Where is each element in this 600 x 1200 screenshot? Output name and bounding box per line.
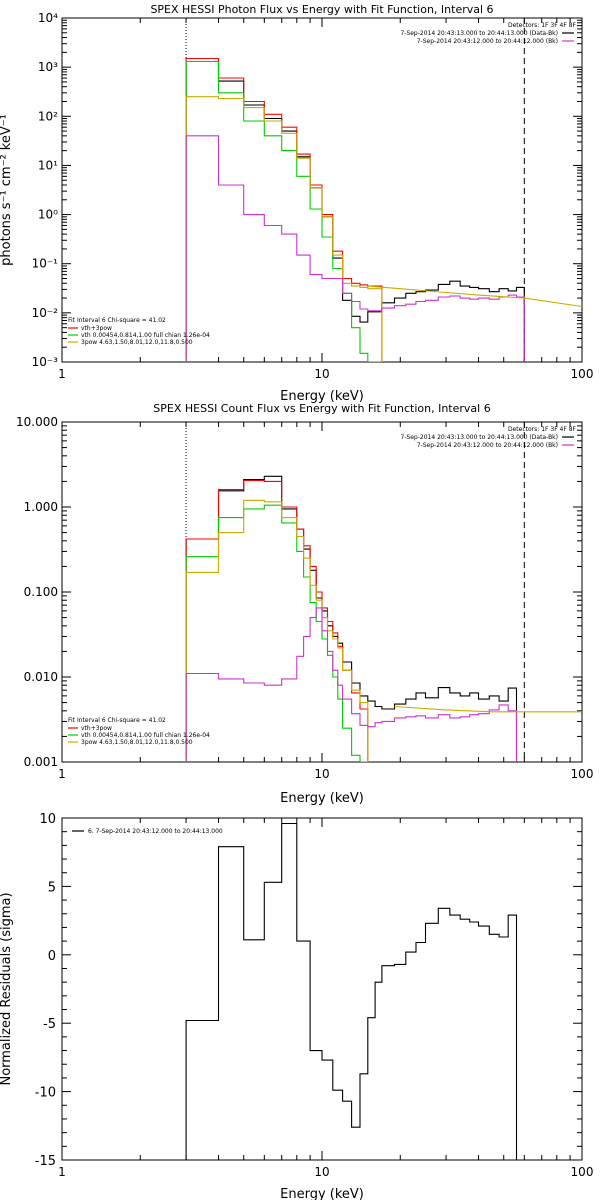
y-axis-label: Normalized Residuals (sigma) [0, 892, 14, 1085]
data-layer [185, 422, 582, 762]
series-bk [185, 607, 518, 762]
x-tick-label: 1 [58, 1165, 66, 1179]
y-tick-label: 10⁴ [38, 11, 58, 25]
chart-panel-3: 1 10 100 Energy (keV) -15 -10 -5 0 5 10 Normalized… [0, 812, 593, 1200]
data-layer [185, 18, 582, 362]
legend-label: 7-Sep-2014 20:43:13.000 to 20:44:13.000 … [400, 434, 558, 441]
series-3pow [185, 96, 383, 362]
y-tick-label: 10⁻³ [32, 355, 59, 369]
y-tick-label: 10³ [38, 60, 58, 74]
series-vth-3pow [185, 479, 369, 762]
fit-legend-label: 3pow 4.63,1.50,8.01,12.0,11.8,0.500 [81, 339, 193, 346]
series-3pow [185, 499, 369, 762]
x-tick-label: 100 [571, 367, 594, 381]
x-axis-label: Energy (keV) [280, 389, 364, 404]
x-axis-label: Energy (keV) [280, 1187, 364, 1200]
data-layer [185, 822, 525, 1160]
series-vth [185, 504, 368, 762]
y-tick-label: 5 [48, 880, 56, 895]
legend-header: Detectors: 1F 3F 4F 8F [508, 22, 577, 29]
series-vth [185, 60, 382, 362]
fit-legend-header: Fit Interval 6 Chi-square = 41.02 [68, 317, 166, 324]
series-bk [185, 135, 525, 362]
y-tick-label: 0.001 [24, 755, 58, 769]
fit-legend-label: vth+3pow [81, 725, 112, 732]
axes-frame [61, 817, 583, 1161]
fit-legend-label: 3pow 4.63,1.50,8.01,12.0,11.8,0.500 [81, 739, 193, 746]
series-data-bk [185, 475, 518, 762]
x-tick-label: 1 [58, 367, 66, 381]
residual-legend-label: 6. 7-Sep-2014 20:43:12.000 to 20:44:13.0… [88, 828, 223, 835]
series-residuals [185, 822, 525, 1160]
y-tick-label: -5 [43, 1017, 56, 1032]
series-vth-3pow [185, 57, 383, 362]
y-tick-label: 0 [48, 949, 56, 964]
y-tick-label: 10¹ [38, 158, 58, 172]
y-tick-label: 10⁻¹ [32, 257, 59, 271]
legend-label: 7-Sep-2014 20:43:12.000 to 20:44:12.000 … [417, 442, 558, 449]
y-tick-label: 10⁰ [38, 208, 58, 222]
series-data-bk [185, 60, 525, 362]
y-tick-label: 10⁻² [32, 306, 59, 320]
y-tick-label: -10 [35, 1086, 56, 1101]
series-3pow-smooth [394, 705, 582, 713]
y-axis-label: photons s⁻¹ cm⁻² keV⁻¹ [0, 114, 14, 266]
y-tick-label: 1.000 [24, 500, 58, 514]
x-tick-label: 1 [58, 767, 66, 781]
y-tick-label: 10 [39, 812, 56, 827]
x-tick-label: 10 [314, 1165, 329, 1179]
chart-panel-1: SPEX HESSI Photon Flux vs Energy with Fi… [0, 3, 593, 404]
fit-legend-label: vth+3pow [81, 325, 112, 332]
fit-legend-header: Fit Interval 6 Chi-square = 41.02 [68, 717, 166, 724]
x-tick-label: 10 [314, 767, 329, 781]
fit-legend-label: vth 0.00454,0.814,1.00 full chian 1.26e-… [81, 732, 210, 739]
x-tick-label: 100 [571, 1165, 594, 1179]
x-tick-label: 100 [571, 767, 594, 781]
y-tick-label: -15 [35, 1154, 56, 1169]
legend-header: Detectors: 1F 3F 4F 8F [508, 426, 577, 433]
series-3pow-smooth [367, 285, 582, 308]
y-tick-label: 10² [38, 109, 58, 123]
y-tick-label: 0.100 [24, 585, 58, 599]
chart-title: SPEX HESSI Count Flux vs Energy with Fit… [153, 402, 490, 415]
legend-label: 7-Sep-2014 20:43:12.000 to 20:44:12.000 … [417, 38, 558, 45]
fit-legend-label: vth 0.00454,0.814,1.00 full chian 1.26e-… [81, 332, 210, 339]
y-tick-label: 0.010 [24, 670, 58, 684]
chart-panel-2: SPEX HESSI Count Flux vs Energy with Fit… [16, 402, 593, 806]
x-tick-label: 10 [314, 367, 329, 381]
legend-label: 7-Sep-2014 20:43:13.000 to 20:44:13.000 … [400, 30, 558, 37]
chart-title: SPEX HESSI Photon Flux vs Energy with Fi… [150, 3, 493, 16]
y-tick-label: 10.000 [16, 415, 58, 429]
x-axis-label: Energy (keV) [280, 791, 364, 806]
